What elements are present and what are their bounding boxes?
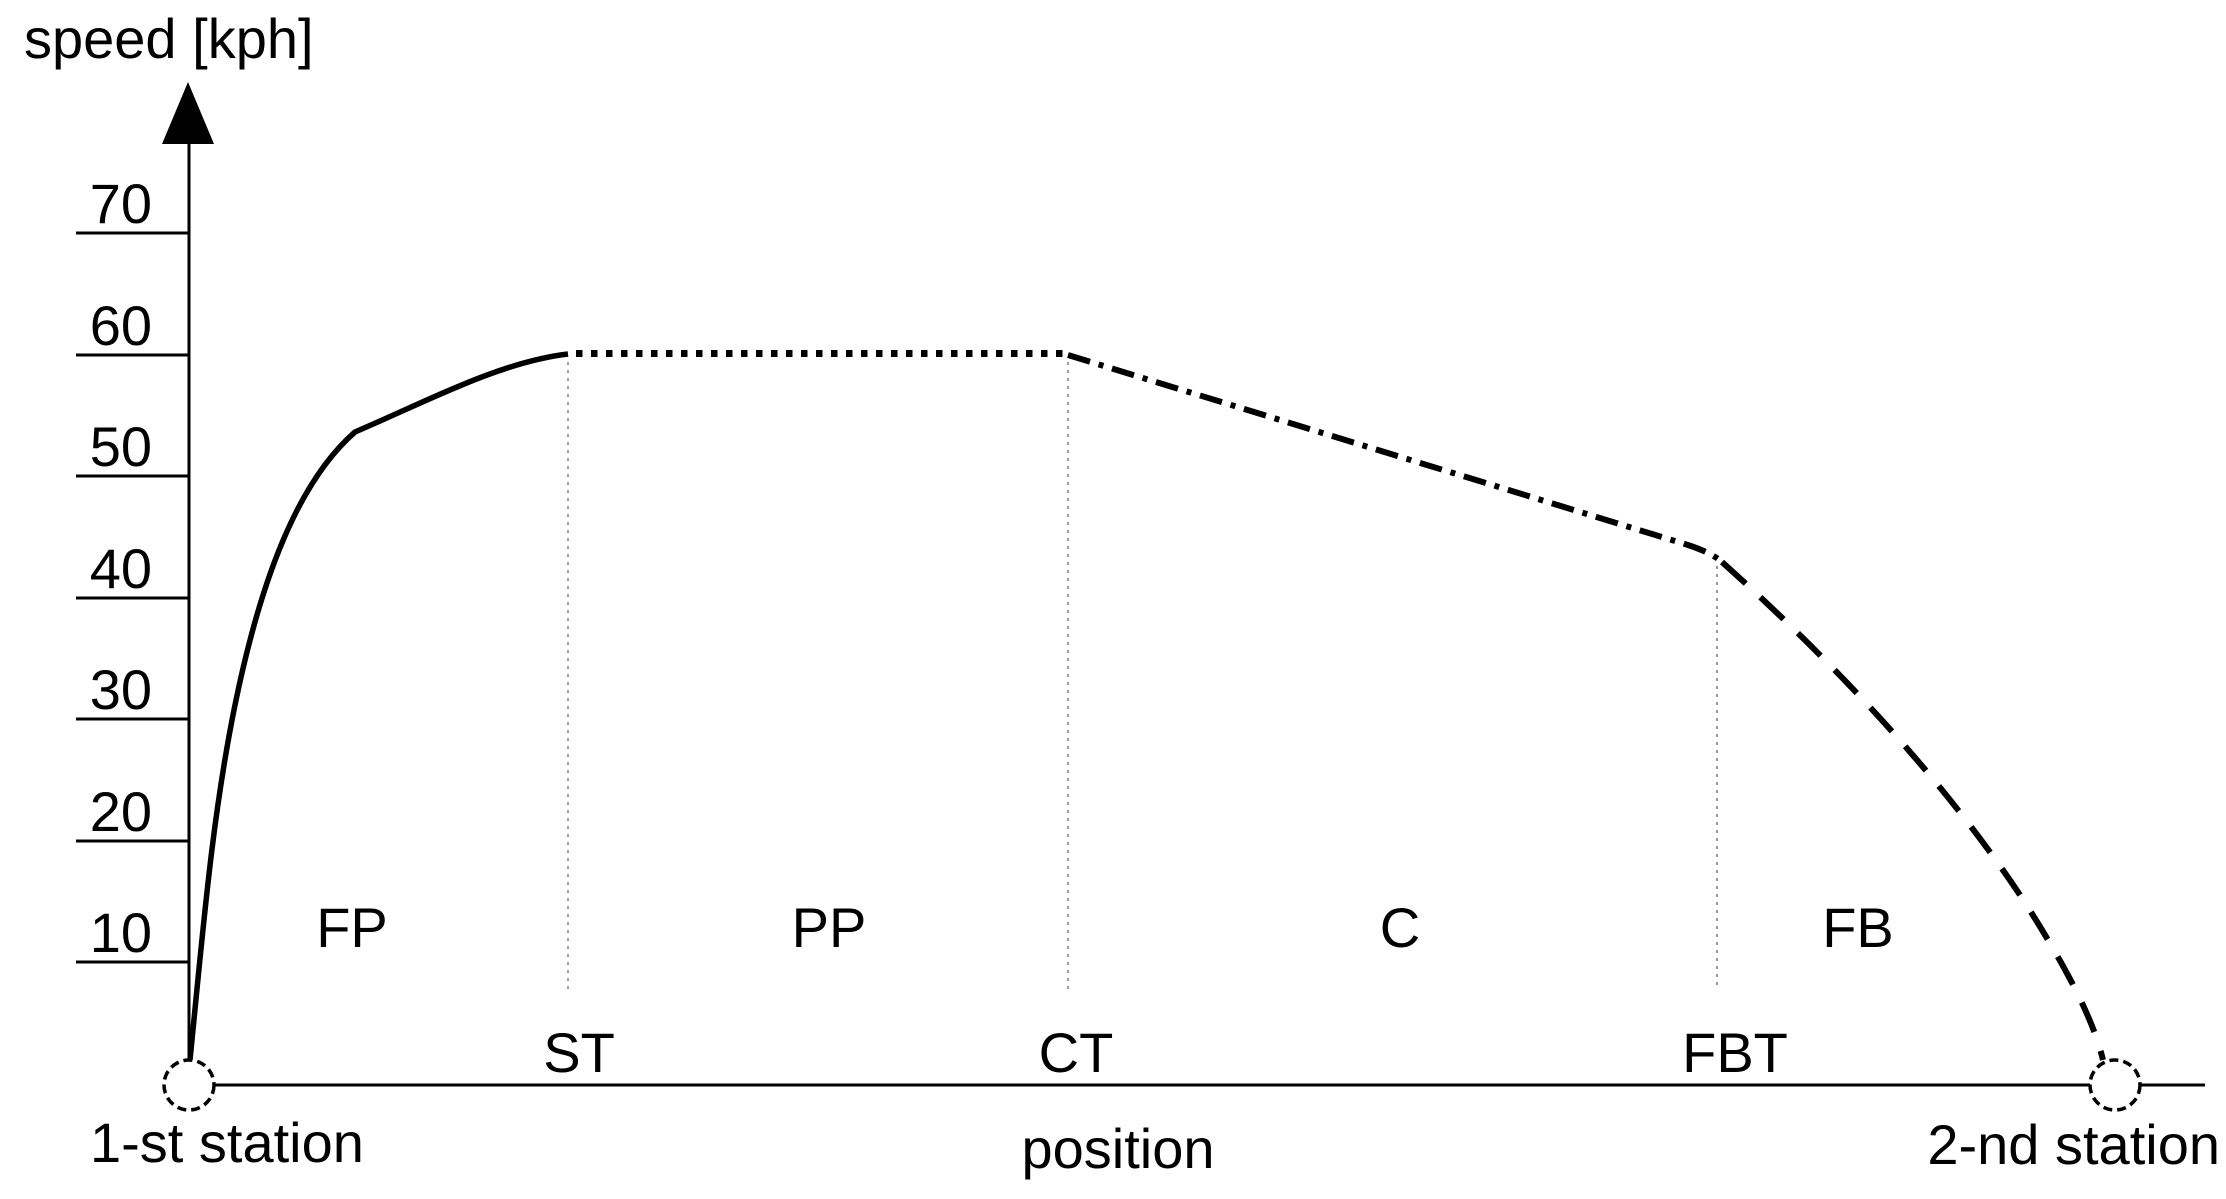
x-axis-title: position — [1021, 1117, 1214, 1180]
curve-acceleration-fp — [187, 351, 569, 1061]
y-tick-label-20: 20 — [90, 780, 152, 843]
station1-label: 1-st station — [90, 1111, 364, 1174]
curve-coasting-c — [1067, 352, 1725, 565]
station1-circle — [162, 1058, 216, 1112]
station2-label: 2-nd station — [1927, 1113, 2220, 1176]
y-tick-label-30: 30 — [90, 658, 152, 721]
phase-label-pp: PP — [792, 896, 867, 959]
y-tick-label-60: 60 — [90, 294, 152, 357]
station2-circle — [2088, 1058, 2142, 1112]
boundary-label-ct: CT — [1039, 1021, 1114, 1084]
y-axis-arrow-icon — [162, 82, 214, 144]
y-tick-label-40: 40 — [90, 537, 152, 600]
phase-label-fp: FP — [316, 896, 388, 959]
boundary-label-fbt: FBT — [1682, 1021, 1788, 1084]
y-tick-label-10: 10 — [90, 901, 152, 964]
y-axis-title: speed [kph] — [24, 7, 314, 70]
boundary-label-st: ST — [543, 1021, 615, 1084]
phase-label-c: C — [1380, 896, 1420, 959]
curve-braking-fb — [1719, 559, 2106, 1061]
phase-label-fb: FB — [1822, 896, 1894, 959]
y-tick-label-50: 50 — [90, 415, 152, 478]
y-tick-label-70: 70 — [90, 172, 152, 235]
